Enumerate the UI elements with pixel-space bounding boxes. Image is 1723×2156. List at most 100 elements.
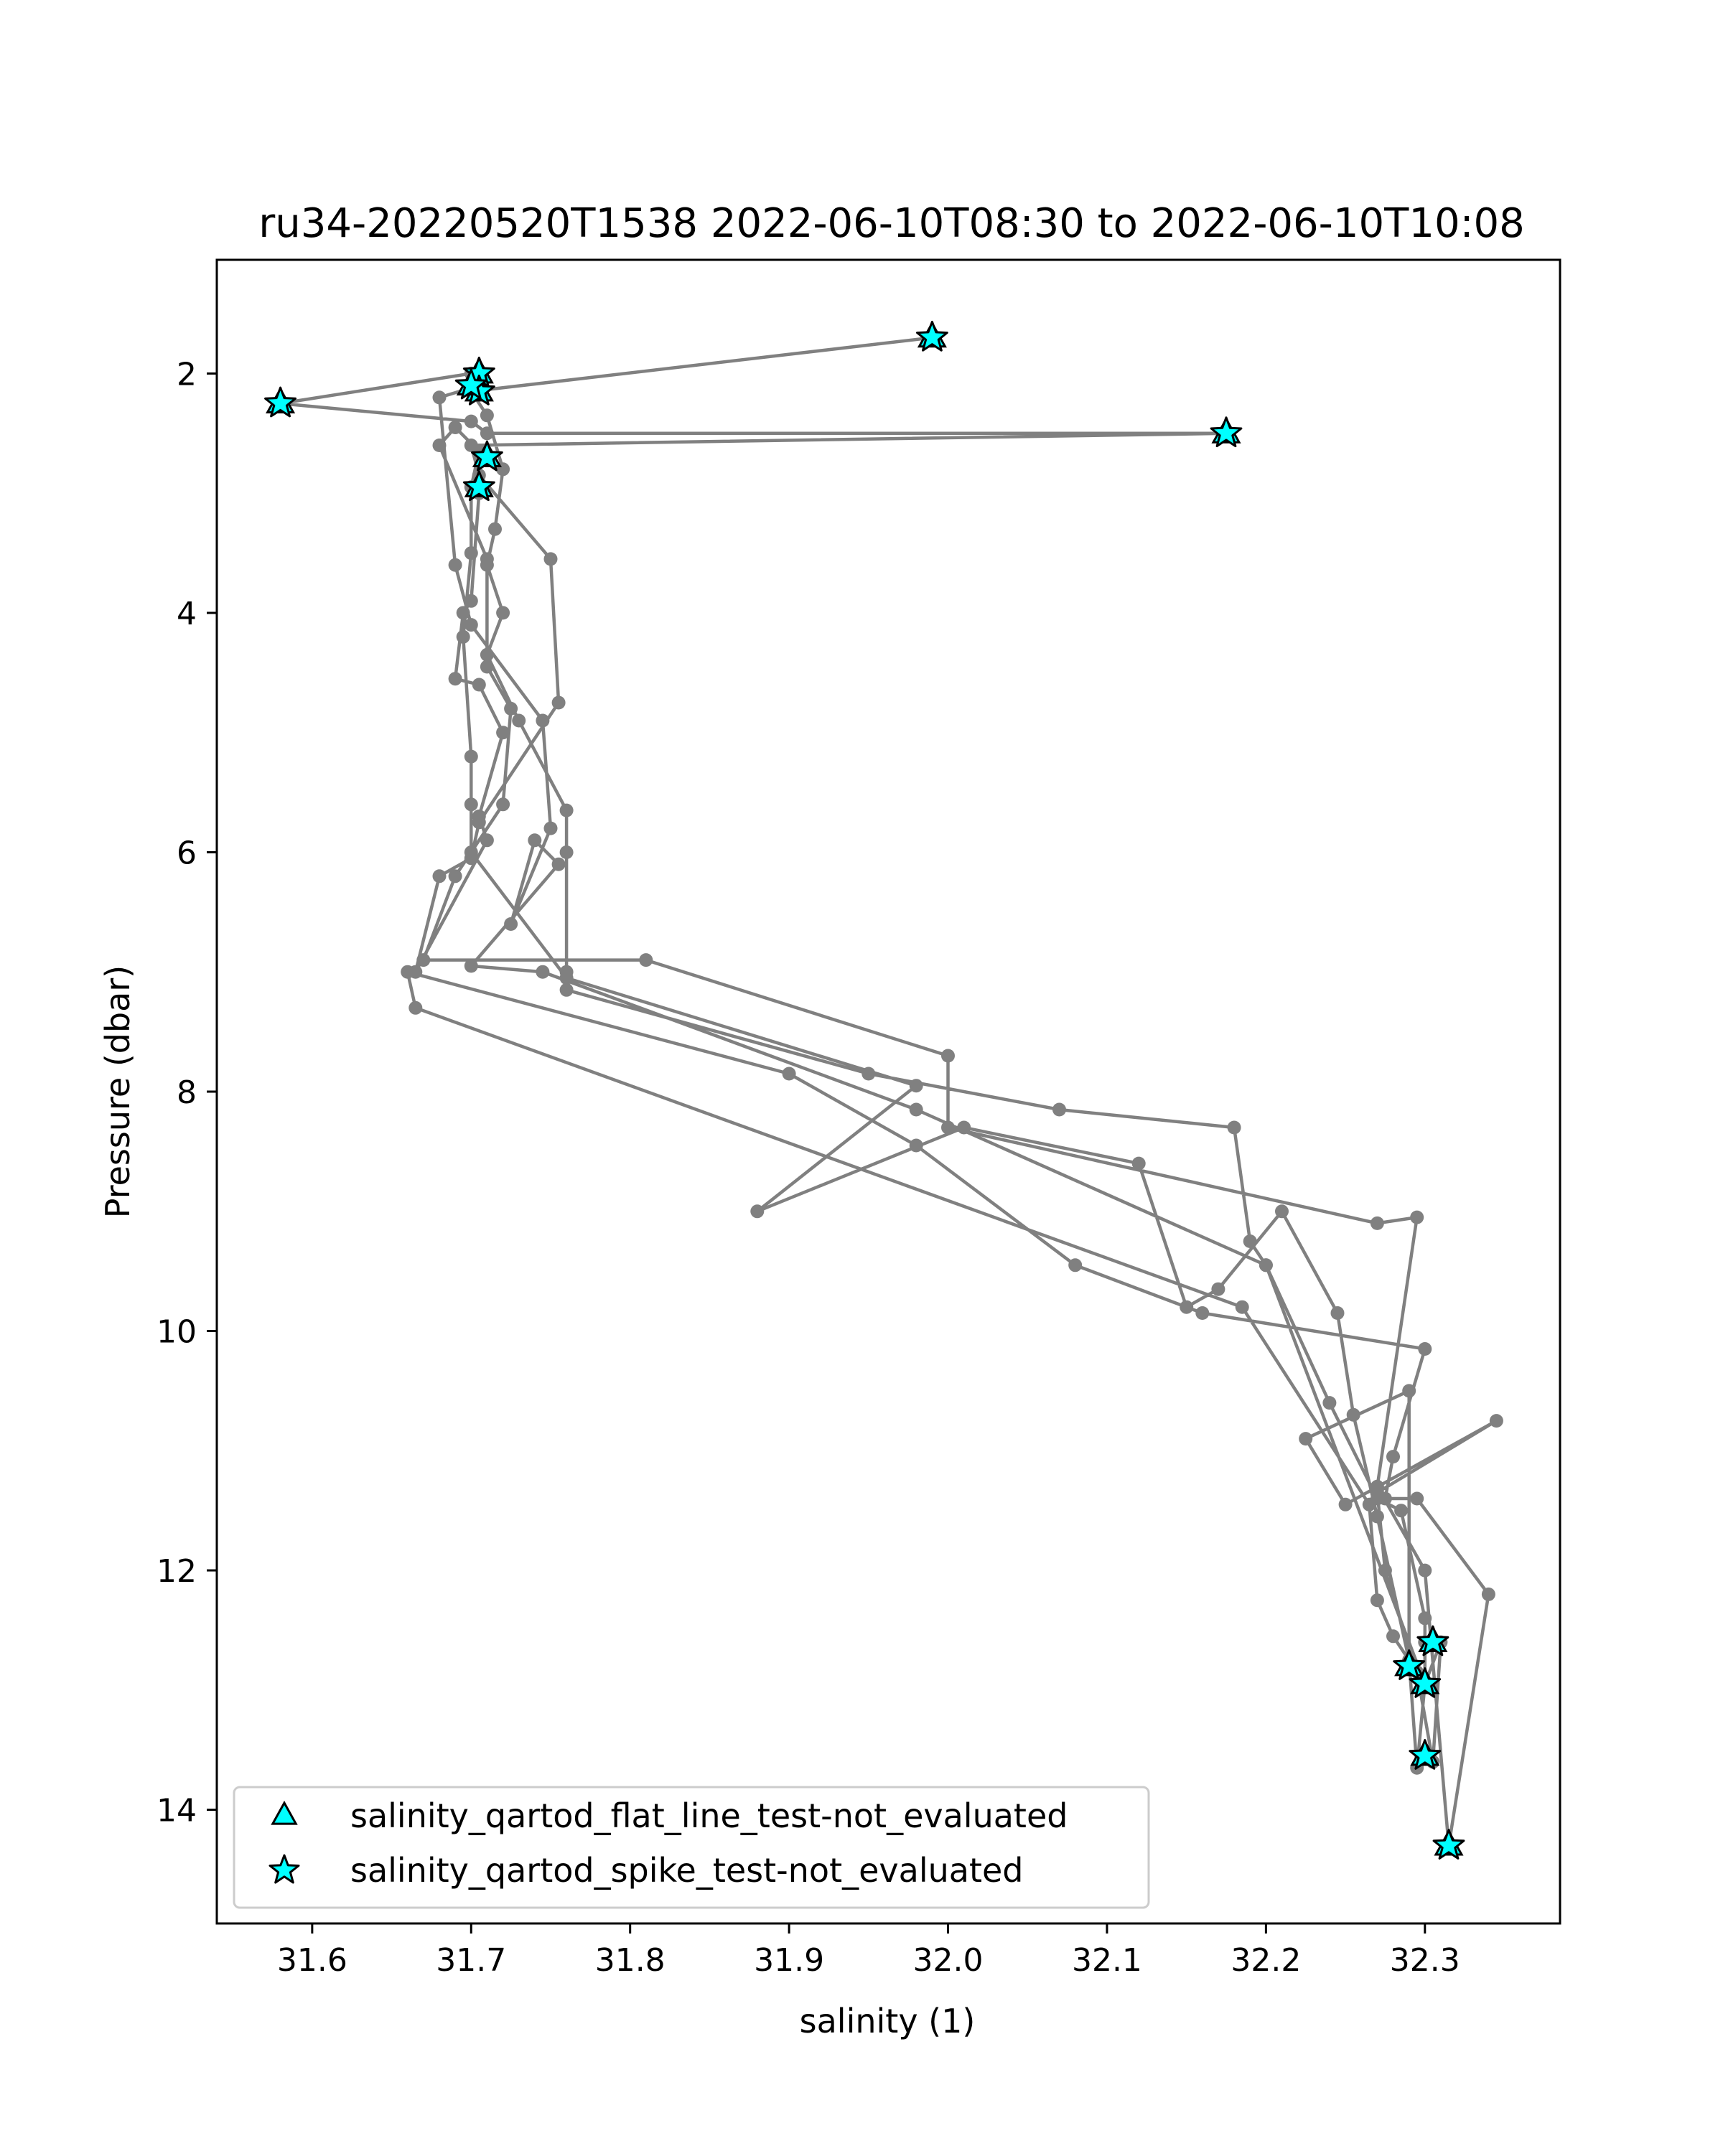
spike-test-marker-3 (454, 368, 487, 400)
spike-test-marker-4 (264, 386, 296, 418)
legend-star-marker (269, 1854, 300, 1884)
data-point-27 (1346, 1407, 1360, 1422)
data-point-38 (464, 797, 478, 812)
data-point-51 (416, 953, 431, 967)
data-point-71 (1235, 1300, 1249, 1314)
spike-test-marker-0 (916, 320, 948, 352)
legend-triangle-marker (271, 1800, 298, 1825)
data-point-94 (536, 713, 550, 728)
spike-test-marker-8 (1416, 1625, 1449, 1656)
spike-test-marker-7 (462, 470, 495, 502)
data-point-47 (480, 660, 494, 674)
data-point-16 (1243, 1234, 1257, 1248)
data-point-58 (1418, 1563, 1432, 1578)
x-axis-label: salinity (1) (800, 2002, 976, 2040)
chart-title: ru34-20220520T1538 2022-06-10T08:30 to 2… (258, 200, 1524, 247)
y-tick-label-0: 2 (177, 356, 197, 393)
data-point-49 (496, 797, 510, 812)
data-point-116 (448, 672, 462, 686)
data-point-20 (1394, 1504, 1409, 1518)
data-point-65 (1195, 1306, 1210, 1320)
plot-marks (264, 320, 1503, 1860)
spike-test-marker-9 (1393, 1649, 1426, 1680)
data-point-112 (480, 833, 494, 848)
data-point-80 (1370, 1486, 1384, 1500)
data-point-66 (1068, 1258, 1083, 1272)
data-point-88 (536, 965, 550, 979)
spike-test-marker-10 (1409, 1667, 1442, 1698)
data-point-102 (480, 426, 494, 441)
data-point-110 (432, 869, 447, 884)
data-point-14 (1052, 1102, 1066, 1117)
x-tick-label-1: 31.7 (436, 1942, 506, 1979)
spike-test-marker-6 (471, 440, 503, 472)
data-point-70 (408, 1000, 423, 1015)
y-axis-label: Pressure (dbar) (98, 965, 137, 1218)
data-point-68 (782, 1067, 796, 1081)
data-point-115 (472, 678, 486, 692)
y-tick-label-1: 4 (177, 596, 197, 632)
data-point-31 (1180, 1300, 1194, 1314)
data-point-7 (480, 647, 494, 662)
data-point-91 (528, 833, 542, 848)
data-point-89 (464, 959, 478, 973)
data-point-107 (551, 695, 566, 710)
data-point-26 (1370, 1509, 1384, 1524)
data-point-29 (1275, 1204, 1289, 1219)
data-point-35 (909, 1079, 923, 1093)
x-tick-label-5: 32.1 (1072, 1942, 1142, 1979)
data-point-41 (464, 546, 478, 561)
data-point-109 (464, 851, 478, 866)
y-tick-label-3: 8 (177, 1074, 197, 1111)
legend-label-flat-line-test: salinity_qartod_flat_line_test-not_evalu… (350, 1796, 1068, 1835)
x-tick-label-0: 31.6 (277, 1942, 347, 1979)
data-point-63 (1386, 1450, 1400, 1464)
x-tick-label-7: 32.3 (1390, 1942, 1460, 1979)
data-point-6 (496, 606, 510, 620)
x-axis: 31.6 31.7 31.8 31.9 32.0 32.1 32.2 32.3 (277, 1923, 1460, 1979)
data-point-53 (941, 1049, 955, 1063)
y-axis: 2 4 6 8 10 12 14 (157, 356, 217, 1829)
data-point-18 (1322, 1396, 1337, 1410)
data-point-52 (639, 953, 653, 967)
data-point-15 (1227, 1120, 1241, 1135)
data-point-77 (1299, 1432, 1313, 1446)
data-point-92 (504, 917, 518, 931)
legend-label-spike-test: salinity_qartod_spike_test-not_evaluated (350, 1851, 1023, 1890)
data-point-40 (456, 629, 470, 644)
data-point-32 (1131, 1156, 1146, 1171)
data-point-61 (1410, 1491, 1424, 1506)
data-point-81 (1378, 1563, 1392, 1578)
data-point-55 (1370, 1216, 1384, 1230)
data-point-90 (551, 857, 566, 871)
data-point-44 (448, 421, 462, 434)
data-point-79 (1489, 1414, 1503, 1428)
y-tick-label-5: 12 (157, 1553, 197, 1590)
data-point-54 (941, 1120, 955, 1135)
data-point-34 (750, 1204, 765, 1219)
data-point-72 (1362, 1497, 1376, 1511)
data-point-117 (456, 606, 470, 620)
data-point-10 (559, 845, 574, 859)
data-point-60 (1481, 1587, 1495, 1601)
data-point-73 (1370, 1593, 1384, 1608)
data-point-95 (464, 618, 478, 632)
legend-star-icon (269, 1854, 300, 1884)
data-point-8 (512, 713, 526, 728)
data-point-104 (464, 439, 478, 452)
data-point-101 (464, 414, 478, 428)
data-point-118 (464, 594, 478, 608)
data-point-114 (496, 726, 510, 740)
spike-test-marker-11 (1409, 1739, 1442, 1770)
x-tick-label-3: 31.9 (754, 1942, 824, 1979)
data-point-76 (1402, 1384, 1416, 1398)
data-point-78 (1338, 1497, 1353, 1511)
data-point-106 (543, 552, 558, 566)
data-point-45 (432, 439, 447, 452)
data-point-93 (543, 821, 558, 835)
data-point-30 (1211, 1282, 1225, 1296)
y-tick-label-6: 14 (157, 1793, 197, 1829)
x-tick-label-2: 31.8 (595, 1942, 666, 1979)
data-point-50 (448, 869, 462, 884)
data-point-87 (909, 1102, 923, 1117)
